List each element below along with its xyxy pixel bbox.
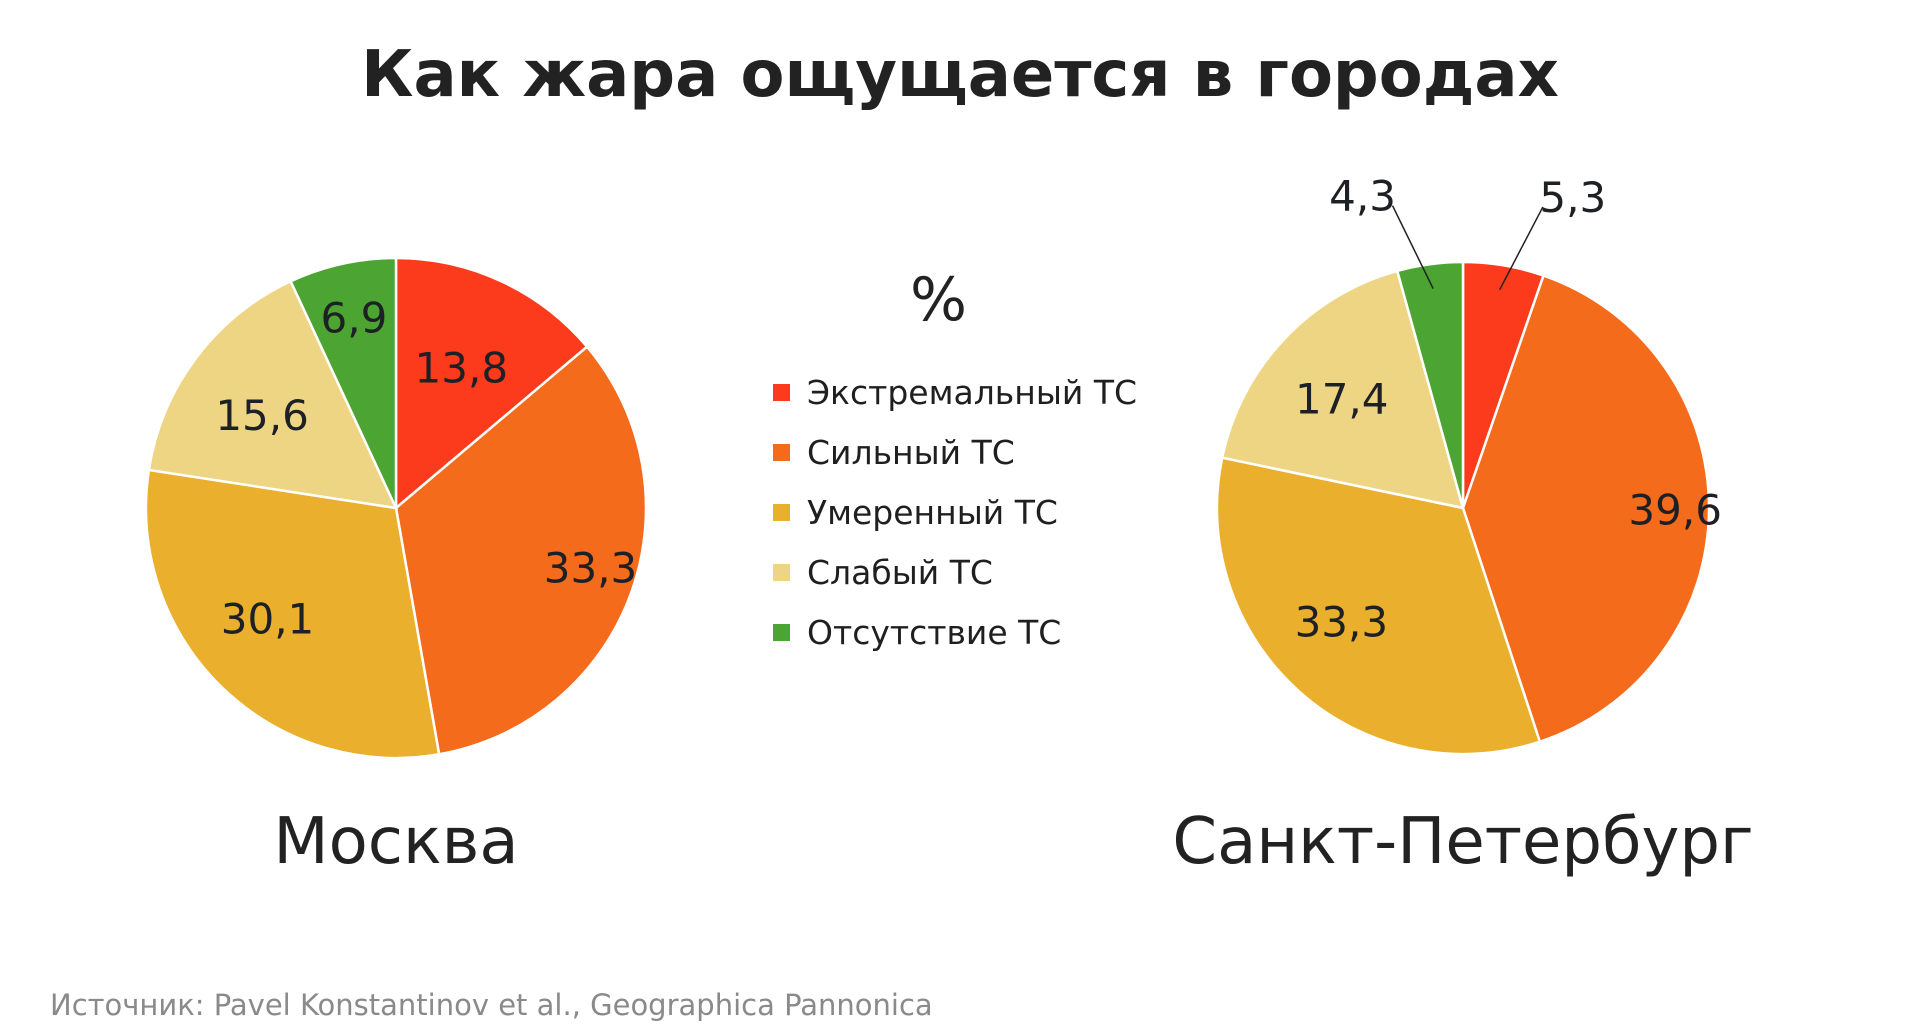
slice-value-label: 4,3 [1329, 172, 1396, 221]
pie-slice [394, 344, 648, 756]
legend-swatch [773, 443, 790, 461]
legend-swatch [773, 623, 790, 641]
leader-line [1499, 206, 1544, 291]
slice-value-label: 39,6 [1628, 485, 1722, 534]
slice-value-label: 6,9 [321, 294, 388, 343]
leader-line [1391, 205, 1434, 289]
pie-slice [1461, 273, 1711, 744]
pie-moscow: 13,8 33,3 30,1 15,66,9 [144, 256, 648, 760]
legend-label: Отсутствие ТС [807, 612, 1062, 652]
slice-value-label: 30,1 [221, 595, 315, 644]
pie-slice [289, 256, 398, 509]
pie-saint-petersburg: 5,3 39,6 33,3 17,4 4,3 [1215, 172, 1722, 756]
legend-item-none: Отсутствие ТС [773, 602, 1137, 662]
legend-item-weak: Слабый ТС [773, 542, 1137, 602]
pie-slice [1215, 456, 1542, 756]
pie-slice [394, 256, 589, 511]
legend-item-extreme: Экстремальный ТС [773, 362, 1137, 422]
chart-title: Как жара ощущается в городах [361, 38, 1559, 112]
legend-label: Слабый ТС [807, 552, 993, 592]
legend-label: Экстремальный ТС [807, 372, 1138, 412]
slice-value-label: 15,6 [215, 391, 309, 440]
slice-value-label: 33,3 [544, 544, 638, 593]
city-label-moscow: Москва [273, 805, 519, 879]
legend-unit: % [910, 265, 968, 335]
legend-label: Умеренный ТС [807, 492, 1058, 532]
pie-slice [1220, 269, 1465, 510]
legend-swatch [773, 383, 790, 401]
city-label-saint-petersburg: Санкт-Петербург [1172, 805, 1754, 879]
slice-value-label: 33,3 [1295, 598, 1389, 647]
legend-item-strong: Сильный ТС [773, 422, 1137, 482]
slice-value-label: 5,3 [1539, 173, 1606, 222]
slice-value-label: 13,8 [415, 343, 509, 392]
pie-slice [1395, 260, 1465, 509]
pie-slice [147, 279, 399, 510]
legend-swatch [773, 563, 790, 581]
legend-label: Сильный ТС [807, 432, 1015, 472]
legend: Экстремальный ТС Сильный ТС Умеренный ТС… [773, 362, 1137, 662]
pie-slice [144, 468, 441, 760]
legend-item-moderate: Умеренный ТС [773, 482, 1137, 542]
legend-swatch [773, 503, 790, 521]
slice-value-label: 17,4 [1295, 375, 1389, 424]
source-note: Источник: Pavel Konstantinov et al., Geo… [50, 988, 933, 1022]
